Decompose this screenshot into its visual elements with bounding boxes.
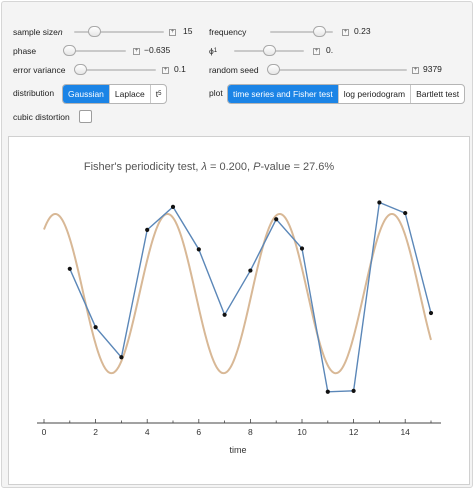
x-tick-label: 2 [93, 427, 98, 437]
plot-option-bartlett[interactable]: Bartlett test [416, 89, 460, 99]
cubic-distortion-checkbox[interactable] [79, 110, 92, 123]
observed-point [299, 246, 305, 251]
x-axis-label: time [229, 445, 246, 455]
distribution-option-laplace[interactable]: Laplace [110, 85, 151, 103]
phi1-plus-icon[interactable]: + [313, 48, 320, 55]
observed-point [93, 325, 98, 330]
plot-label: plot [209, 88, 223, 98]
random-seed-slider[interactable] [266, 63, 407, 77]
x-tick-label: 10 [297, 427, 307, 437]
observed-point [67, 266, 72, 271]
distribution-option-t-text: t [155, 89, 159, 99]
plot-panel: Fisher's periodicity test, λ = 0.200, P-… [8, 136, 470, 485]
sample-size-thumb[interactable] [87, 26, 101, 37]
observed-point [145, 227, 150, 232]
distribution-option-t-sub: 5 [158, 91, 162, 97]
phase-thumb[interactable] [62, 45, 76, 56]
error-variance-thumb[interactable] [74, 64, 87, 75]
time-series-chart: Fisher's periodicity test, λ = 0.200, P-… [37, 161, 441, 455]
chart-title-prefix: Fisher's periodicity test, [84, 161, 202, 173]
sample-size-label-text: sample size [13, 27, 58, 37]
frequency-track [270, 31, 333, 33]
distribution-option-gaussian[interactable]: Gaussian [63, 85, 110, 103]
random-seed-thumb[interactable] [266, 64, 280, 75]
phase-value: −0.635 [144, 45, 171, 55]
error-variance-plus-icon[interactable]: + [162, 67, 169, 74]
observed-point [170, 204, 176, 209]
x-tick-label: 12 [349, 427, 359, 437]
fitted-sinusoid [43, 212, 432, 375]
chart-title-suffix: -value = 27.6% [260, 161, 334, 173]
cubic-distortion-label: cubic distortion [13, 112, 70, 122]
observed-point [403, 210, 408, 216]
frequency-plus-icon[interactable]: + [342, 29, 349, 36]
observed-point [222, 312, 227, 317]
phi1-slider[interactable] [234, 44, 304, 58]
frequency-value: 0.23 [354, 26, 371, 36]
error-variance-track [80, 69, 156, 71]
distribution-label: distribution [13, 88, 55, 98]
sample-size-plus-icon[interactable]: + [169, 29, 176, 36]
observed-point [351, 388, 356, 393]
sample-size-slider[interactable] [74, 25, 164, 39]
error-variance-value: 0.1 [174, 64, 186, 74]
sample-size-value: 15 [183, 26, 193, 36]
sample-size-label: sample size n [13, 25, 63, 39]
x-axis: 0 2 4 6 8 10 12 14 [37, 419, 441, 437]
error-variance-slider[interactable] [74, 63, 156, 77]
x-tick-label: 8 [248, 427, 253, 437]
plot-option-time-series[interactable]: time series and Fisher test [228, 85, 339, 103]
phase-plus-icon[interactable]: + [133, 48, 140, 55]
chart-title-lambda: λ [201, 161, 207, 173]
plot-selector: time series and Fisher test log periodog… [227, 84, 466, 104]
x-tick-label: 6 [196, 427, 201, 437]
chart-title-mid: = 0.200, [207, 161, 253, 173]
observed-series [67, 200, 434, 394]
sample-size-track [74, 31, 164, 33]
x-tick-label: 0 [42, 427, 47, 437]
chart-title: Fisher's periodicity test, λ = 0.200, P-… [84, 161, 334, 173]
observed-point [428, 310, 434, 316]
random-seed-value: 9379 [423, 64, 442, 74]
frequency-label: frequency [209, 27, 247, 37]
random-seed-label: random seed [209, 65, 259, 75]
phase-label: phase [13, 46, 37, 56]
observed-point [325, 389, 330, 394]
observed-point [248, 268, 253, 273]
phi1-thumb[interactable] [263, 45, 276, 56]
phi1-subscript: 1 [213, 48, 218, 54]
phase-track [64, 50, 126, 52]
phi1-value: 0. [326, 45, 334, 55]
observed-point [119, 355, 124, 360]
random-seed-track [270, 69, 407, 71]
sample-size-var: n [57, 27, 63, 37]
phase-slider[interactable] [62, 44, 126, 58]
chart-title-p: P [253, 161, 261, 173]
frequency-slider[interactable] [270, 25, 333, 39]
fitted-sinusoid-line [43, 212, 432, 375]
phi1-symbol: ϕ [209, 46, 214, 56]
error-variance-label: error variance [13, 65, 66, 75]
random-seed-plus-icon[interactable]: + [412, 67, 419, 74]
frequency-thumb[interactable] [313, 26, 327, 37]
observed-point [196, 247, 201, 252]
plot-option-log-periodogram[interactable]: log periodogram [339, 85, 412, 103]
observed-point [377, 200, 382, 205]
x-tick-label: 4 [145, 427, 150, 437]
observed-point [274, 217, 279, 222]
x-tick-label: 14 [400, 427, 410, 437]
